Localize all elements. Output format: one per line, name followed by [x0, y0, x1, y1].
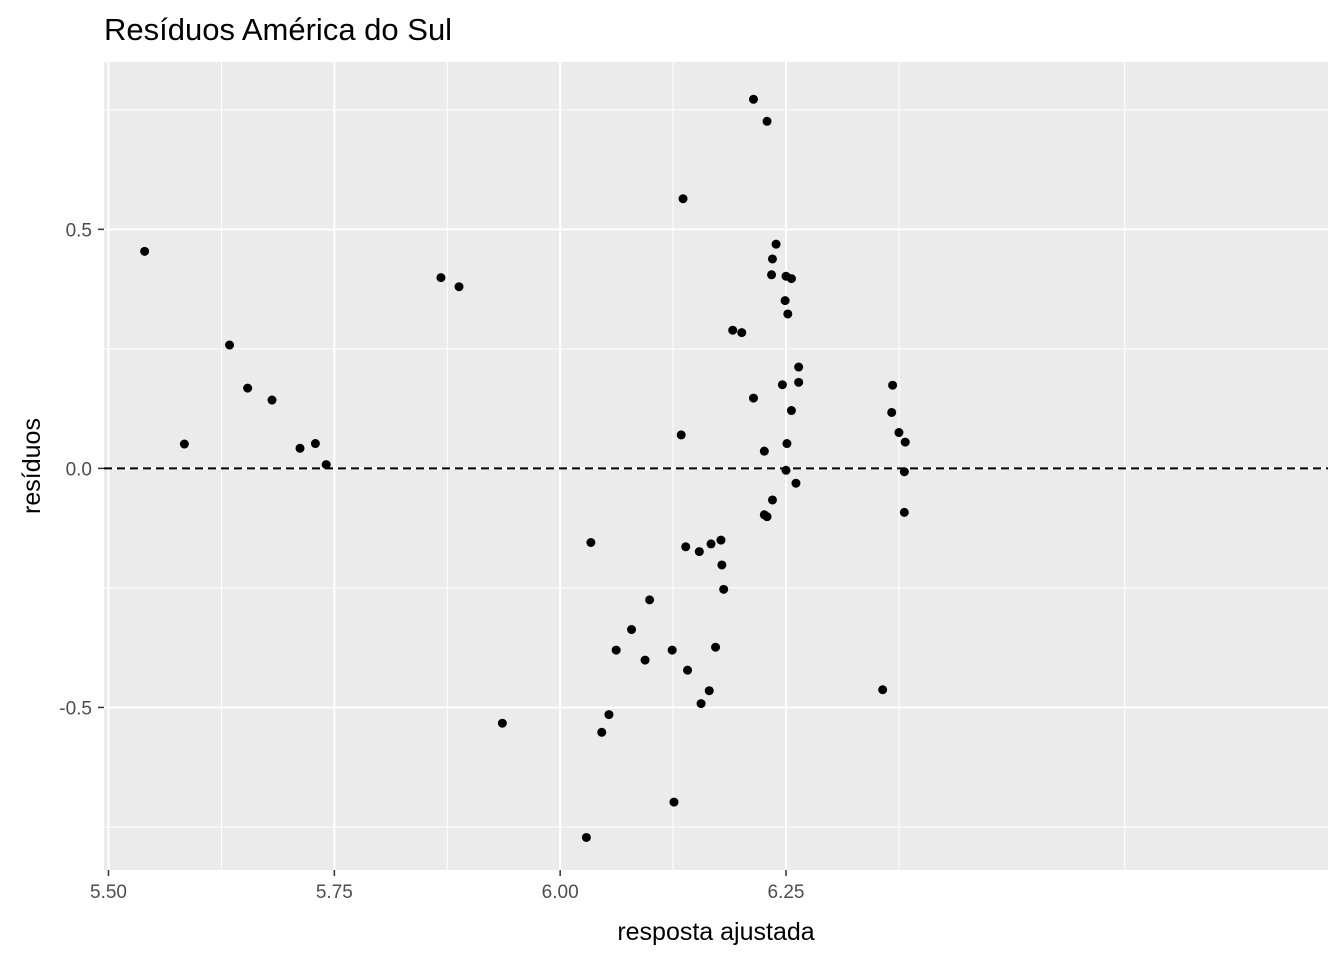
- data-point: [782, 439, 792, 449]
- data-point: [716, 535, 726, 545]
- data-point: [645, 595, 655, 605]
- data-point: [581, 832, 591, 842]
- data-point: [321, 460, 331, 470]
- data-point: [728, 325, 738, 335]
- chart-title: Resíduos América do Sul: [104, 12, 453, 47]
- data-point: [783, 309, 793, 319]
- data-point: [627, 625, 637, 635]
- y-axis-title: resíduos: [18, 418, 46, 514]
- data-point: [794, 362, 804, 372]
- x-tick-label: 5.50: [90, 882, 127, 903]
- data-point: [436, 273, 446, 283]
- x-tick-label: 5.75: [316, 882, 353, 903]
- data-point: [777, 380, 787, 390]
- data-point: [681, 542, 691, 552]
- data-point: [454, 282, 464, 292]
- data-point: [887, 407, 897, 417]
- y-tick-label: 0.0: [66, 459, 92, 480]
- x-axis-title: resposta ajustada: [617, 918, 814, 946]
- y-axis-ticks: -0.5 0.0 0.5: [59, 220, 104, 719]
- data-point: [667, 645, 677, 655]
- data-point: [243, 383, 253, 393]
- data-point: [762, 512, 772, 522]
- data-point: [767, 495, 777, 505]
- data-point: [295, 443, 305, 453]
- data-point: [678, 194, 688, 204]
- data-point: [704, 686, 714, 696]
- minor-gridlines: [104, 62, 1328, 870]
- data-point: [759, 446, 769, 456]
- data-point: [140, 246, 150, 256]
- data-point: [767, 254, 777, 264]
- data-point: [597, 727, 607, 737]
- data-point: [737, 328, 747, 338]
- data-point: [899, 467, 909, 477]
- data-point: [711, 642, 721, 652]
- data-point: [786, 406, 796, 416]
- data-point: [899, 507, 909, 517]
- data-point: [900, 437, 910, 447]
- data-point: [310, 439, 320, 449]
- x-tick-label: 6.00: [542, 882, 579, 903]
- y-tick-label: -0.5: [59, 698, 92, 719]
- data-point: [683, 665, 693, 675]
- data-point: [794, 377, 804, 387]
- data-point: [719, 584, 729, 594]
- data-point: [748, 393, 758, 403]
- x-tick-label: 6.25: [768, 882, 805, 903]
- data-point: [696, 699, 706, 709]
- data-point: [497, 718, 507, 728]
- data-point: [894, 428, 904, 438]
- data-point: [694, 547, 704, 557]
- data-point: [717, 560, 727, 570]
- data-point: [225, 340, 235, 350]
- data-point: [771, 239, 781, 249]
- data-point: [586, 537, 596, 547]
- data-point: [791, 478, 801, 488]
- data-point: [767, 270, 777, 280]
- data-point: [888, 380, 898, 390]
- data-point: [604, 710, 614, 720]
- data-point: [267, 395, 277, 405]
- data-point: [669, 797, 679, 807]
- data-point: [748, 94, 758, 104]
- data-points: [140, 94, 910, 842]
- data-point: [611, 645, 621, 655]
- data-point: [781, 465, 791, 475]
- data-point: [640, 655, 650, 665]
- data-point: [676, 430, 686, 440]
- plot-panel: [104, 62, 1328, 870]
- data-point: [780, 296, 790, 306]
- data-point: [706, 539, 716, 549]
- data-point: [878, 685, 888, 695]
- x-axis-ticks: 5.50 5.75 6.00 6.25: [90, 870, 804, 903]
- data-point: [786, 274, 796, 284]
- y-tick-label: 0.5: [66, 220, 92, 241]
- data-point: [762, 116, 772, 126]
- data-point: [179, 439, 189, 449]
